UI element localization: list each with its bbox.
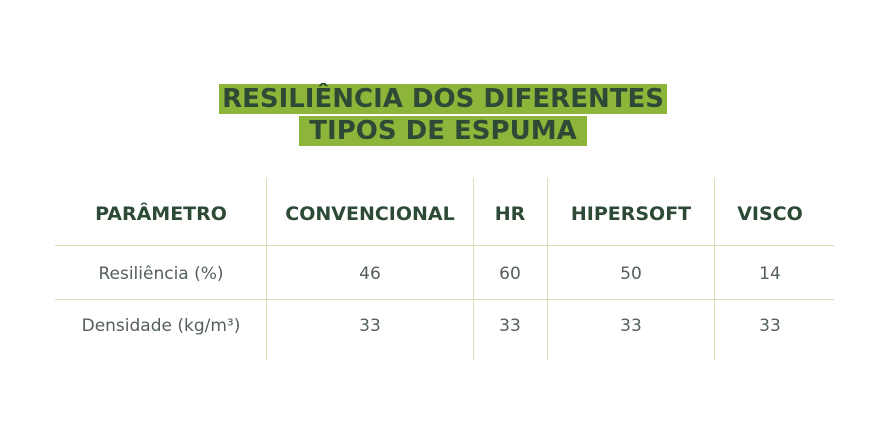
title-highlight-2: TIPOS DE ESPUMA [299, 116, 587, 146]
cell-hr: 60 [499, 264, 521, 284]
cell-visco: 14 [759, 264, 781, 284]
header-convencional: CONVENCIONAL [285, 203, 455, 225]
row-label-densidade: Densidade (kg/m³) [81, 316, 241, 336]
cell-hipersoft: 50 [620, 264, 642, 284]
header-hipersoft: HIPERSOFT [570, 203, 692, 225]
cell-convencional: 46 [359, 264, 381, 284]
title-line-1: RESILIÊNCIA DOS DIFERENTES [0, 84, 886, 114]
cell-hr: 33 [499, 316, 521, 336]
column-divider [473, 178, 474, 360]
row-divider [55, 245, 834, 246]
column-divider [547, 178, 548, 360]
column-divider [714, 178, 715, 360]
cell-convencional: 33 [359, 316, 381, 336]
header-visco: VISCO [737, 203, 803, 225]
header-parametro: PARÂMETRO [95, 203, 227, 225]
header-hr: HR [494, 203, 526, 225]
cell-hipersoft: 33 [620, 316, 642, 336]
column-divider [266, 178, 267, 360]
row-divider [55, 299, 834, 300]
cell-visco: 33 [759, 316, 781, 336]
row-label-resiliencia: Resiliência (%) [98, 264, 224, 284]
title-highlight-1: RESILIÊNCIA DOS DIFERENTES [219, 84, 667, 114]
title-line-2: TIPOS DE ESPUMA [0, 116, 886, 146]
